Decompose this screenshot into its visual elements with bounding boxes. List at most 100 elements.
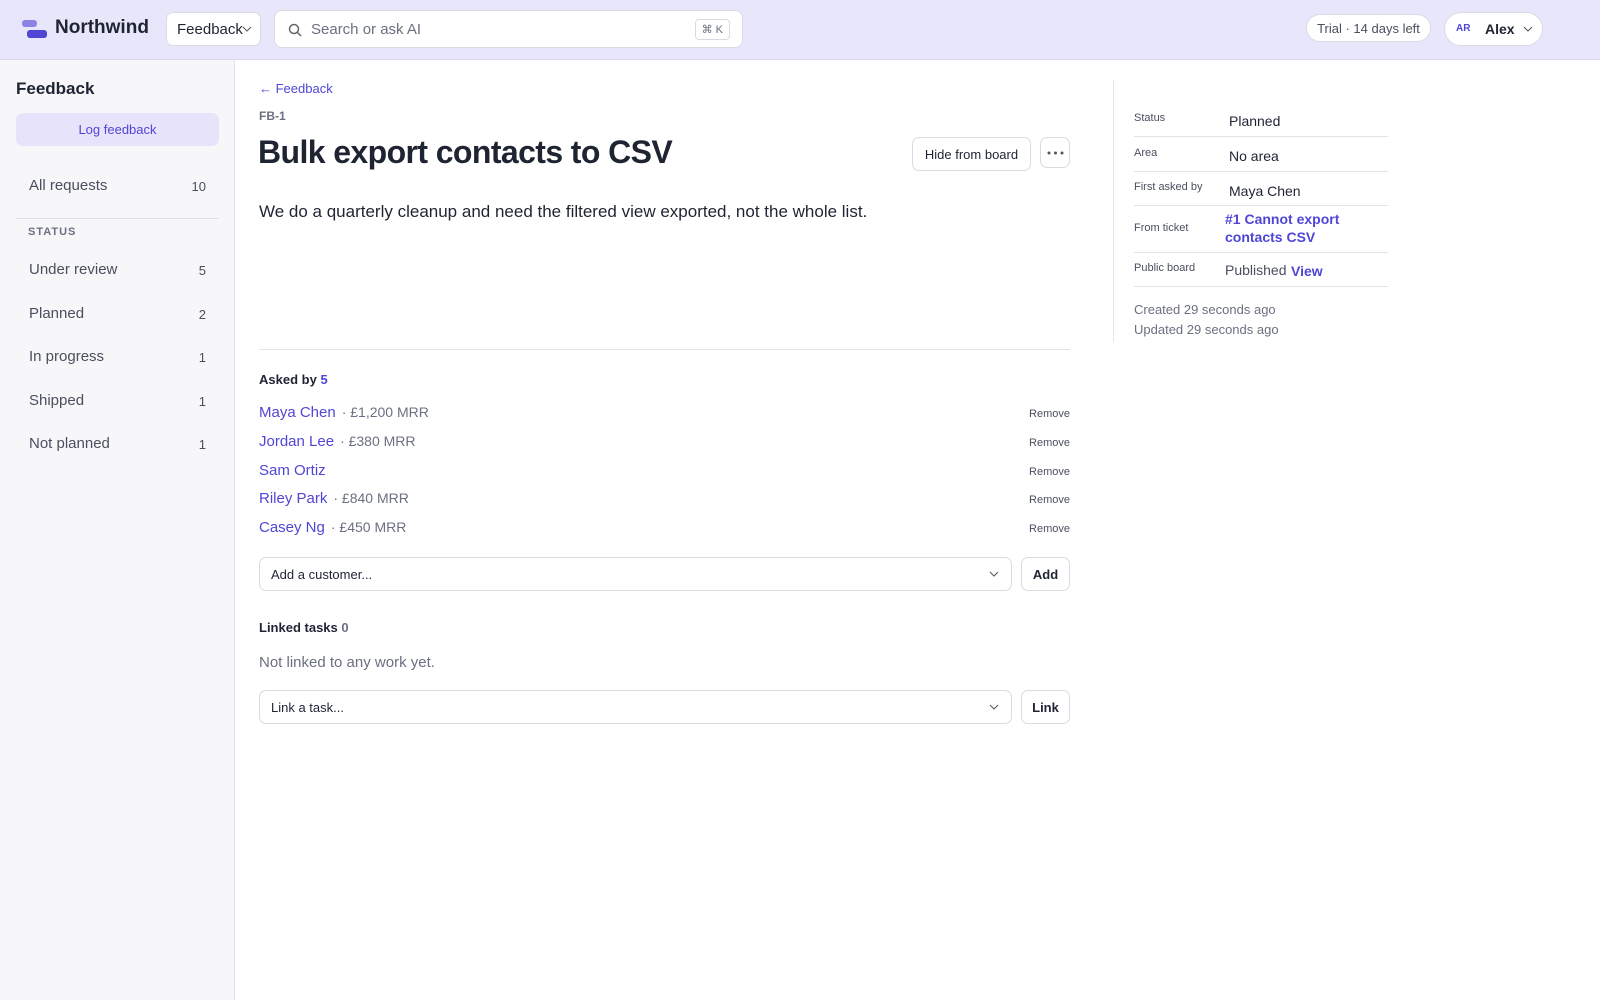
chevron (1523, 26, 1533, 32)
nav-label: All requests (29, 177, 108, 194)
chevron (989, 704, 999, 710)
nav-label: Under review (29, 261, 118, 278)
divider (16, 218, 219, 219)
property-row: From ticket #1 Cannot export contacts CSV (1134, 206, 1388, 253)
shortcut: ⌘ K (694, 19, 730, 40)
trial-badge[interactable]: Trial · 14 days left (1306, 14, 1431, 42)
section-label: STATUS (28, 226, 77, 238)
workspace-select[interactable]: Feedback (166, 12, 261, 46)
property-link[interactable]: View (1291, 263, 1323, 279)
nav-label: In progress (29, 348, 105, 366)
search-icon (288, 23, 302, 37)
nav-count: 1 (198, 350, 206, 366)
property-row: Status Planned (1134, 102, 1388, 137)
add-button[interactable]: Add (1021, 557, 1070, 591)
customer-name[interactable]: Sam Ortiz (259, 461, 326, 479)
property-value: Published (1225, 262, 1287, 278)
customer-row: Maya Chen · £1,200 MRR Remove (259, 404, 1070, 426)
nav-label: Planned (29, 304, 85, 322)
property-label: Status (1134, 111, 1166, 124)
item-id: FB-1 (259, 109, 286, 123)
divider (259, 349, 1070, 350)
main: ← Feedback FB-1 Bulk export contacts to … (235, 60, 1600, 1000)
description: We do a quarterly cleanup and need the f… (259, 202, 868, 221)
customer-mrr: · £840 MRR (333, 490, 409, 507)
chevron (989, 571, 999, 577)
customer-row: Casey Ng · £450 MRR Remove (259, 519, 1070, 541)
nav-count: 1 (198, 393, 206, 409)
user-initials: AR (1456, 23, 1471, 34)
customer-row: Riley Park · £840 MRR Remove (259, 490, 1070, 512)
property-value: No area (1229, 148, 1279, 164)
brand: Northwind (55, 17, 149, 38)
heading-count: 5 (320, 372, 328, 387)
empty-state: Not linked to any work yet. (259, 654, 435, 671)
customer-select[interactable]: Add a customer... (259, 557, 1012, 591)
remove-button[interactable]: Remove (1029, 494, 1070, 507)
customer-name[interactable]: Riley Park (259, 490, 328, 508)
customer-mrr: · £1,200 MRR (341, 404, 429, 420)
item-title: Bulk export contacts to CSV (258, 134, 673, 170)
heading-label: Linked tasks (259, 620, 338, 635)
hide-button[interactable]: Hide from board (912, 137, 1031, 171)
select-placeholder: Link a task... (271, 700, 344, 715)
more-icon (1047, 151, 1064, 155)
customer-name[interactable]: Maya Chen (259, 404, 336, 421)
remove-button[interactable]: Remove (1029, 408, 1070, 420)
customer-row: Sam Ortiz Remove (259, 462, 1070, 484)
nav-item[interactable]: Under review 5 (16, 253, 219, 287)
user-name: Alex (1485, 21, 1515, 37)
link-button[interactable]: Link (1021, 690, 1070, 724)
task-select[interactable]: Link a task... (259, 690, 1012, 724)
property-label: Area (1134, 146, 1158, 159)
nav-count: 5 (198, 263, 206, 278)
nav-count: 10 (191, 179, 206, 194)
sidebar-title: Feedback (16, 79, 95, 98)
property-label: First asked by (1134, 181, 1203, 193)
nav-item[interactable]: Not planned 1 (16, 427, 219, 461)
nav-item[interactable]: In progress 1 (16, 340, 219, 374)
log-feedback-button[interactable]: Log feedback (16, 113, 219, 146)
workspace: Feedback (177, 21, 243, 38)
topbar: Northwind Feedback Search or ask AI ⌘ K … (0, 0, 1600, 60)
more-button[interactable] (1040, 137, 1070, 168)
updated: Updated 29 seconds ago (1134, 322, 1279, 337)
property-row: Public board Published View (1134, 253, 1388, 287)
property-row: First asked by Maya Chen (1134, 172, 1388, 206)
nav-label: Shipped (29, 391, 85, 409)
search[interactable]: Search or ask AI ⌘ K (274, 10, 743, 48)
nav-label: Not planned (29, 435, 110, 453)
select-placeholder: Add a customer... (271, 567, 373, 582)
chevron (242, 26, 252, 32)
property-label: Public board (1134, 262, 1196, 274)
customer-mrr: · £450 MRR (330, 519, 407, 536)
nav-count: 2 (198, 306, 206, 322)
property-row: Area No area (1134, 137, 1388, 172)
customer-row: Jordan Lee · £380 MRR Remove (259, 433, 1070, 455)
created: Created 29 seconds ago (1134, 302, 1276, 317)
customer-name[interactable]: Jordan Lee (259, 432, 335, 450)
heading-label: Asked by (259, 372, 317, 387)
remove-button[interactable]: Remove (1029, 523, 1070, 536)
heading-count: 0 (341, 620, 349, 635)
search-placeholder: Search or ask AI (311, 21, 422, 38)
section-heading: Linked tasks 0 (259, 620, 349, 635)
section-heading: Asked by 5 (259, 372, 328, 387)
panel-divider (1113, 80, 1114, 342)
nav-item[interactable]: Planned 2 (16, 297, 219, 331)
back-link[interactable]: ← Feedback (259, 81, 333, 96)
property-value: Planned (1229, 113, 1281, 129)
customer-name[interactable]: Casey Ng (259, 519, 325, 537)
remove-button[interactable]: Remove (1029, 436, 1070, 449)
property-link[interactable]: #1 Cannot export contacts CSV (1225, 211, 1340, 245)
nav-item[interactable]: Shipped 1 (16, 384, 219, 418)
nav-count: 1 (198, 437, 206, 453)
nav-item[interactable]: All requests 10 (16, 169, 219, 203)
customer-mrr: · £380 MRR (340, 432, 416, 449)
sidebar: Feedback Log feedback All requests 10 ST… (0, 60, 235, 1000)
property-value: Maya Chen (1229, 183, 1301, 199)
remove-button[interactable]: Remove (1029, 465, 1070, 478)
user-menu[interactable]: AR Alex (1444, 12, 1543, 46)
logo (22, 20, 47, 38)
